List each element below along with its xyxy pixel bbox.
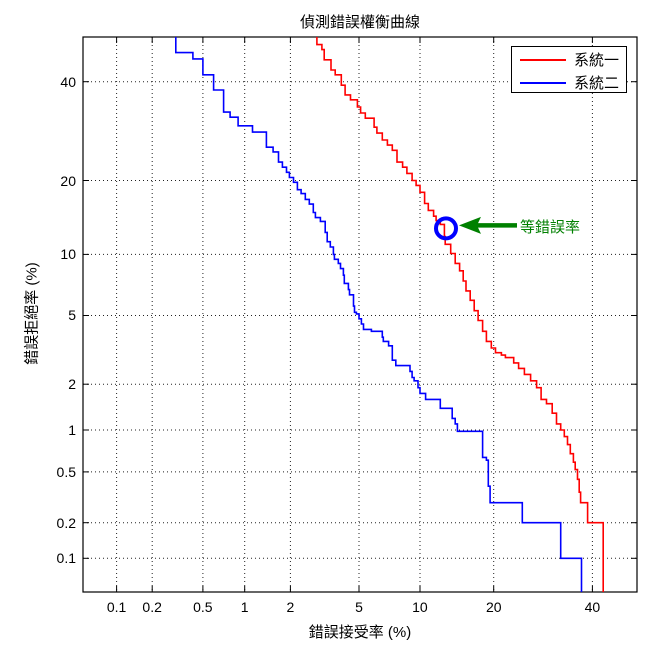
y-tick-label: 10 — [60, 246, 76, 263]
y-tick-label: 20 — [60, 172, 76, 189]
x-tick-label: 1 — [240, 599, 249, 615]
det-curve-system1 — [316, 37, 604, 592]
legend-label-system1: 系統一 — [574, 52, 620, 69]
det-curve-system2 — [175, 37, 583, 592]
eer-annotation-label: 等錯誤率 — [519, 219, 580, 237]
y-tick-label: 2 — [68, 376, 76, 393]
y-tick-label: 0.2 — [56, 514, 76, 531]
x-tick-label: 0.5 — [193, 599, 213, 615]
legend: 系統一 系統二 — [511, 46, 627, 93]
legend-line-sample-blue — [520, 81, 566, 84]
x-tick-label: 5 — [355, 599, 363, 615]
legend-item-system2: 系統二 — [512, 72, 626, 93]
y-tick-label: 5 — [68, 307, 76, 324]
x-tick-label: 0.1 — [106, 599, 127, 615]
x-tick-label: 0.2 — [142, 599, 162, 615]
legend-item-system1: 系統一 — [512, 49, 626, 70]
x-tick-label: 40 — [584, 599, 601, 615]
plot-border — [82, 36, 638, 593]
x-tick-label: 2 — [286, 599, 295, 615]
eer-circle-marker — [434, 216, 458, 241]
x-tick-label: 10 — [412, 599, 428, 615]
legend-line-sample-red — [520, 58, 566, 61]
y-tick-label: 0.1 — [56, 550, 76, 567]
y-tick-label: 1 — [68, 421, 76, 438]
y-tick-label: 0.5 — [56, 463, 76, 480]
legend-label-system2: 系統二 — [574, 75, 620, 92]
x-axis-label: 錯誤接受率 (%) — [308, 624, 412, 641]
eer-arrow-head — [458, 216, 481, 234]
x-tick-label: 20 — [485, 599, 502, 615]
y-tick-label: 40 — [60, 73, 76, 90]
chart-title: 偵測錯誤權衡曲線 — [299, 14, 420, 31]
